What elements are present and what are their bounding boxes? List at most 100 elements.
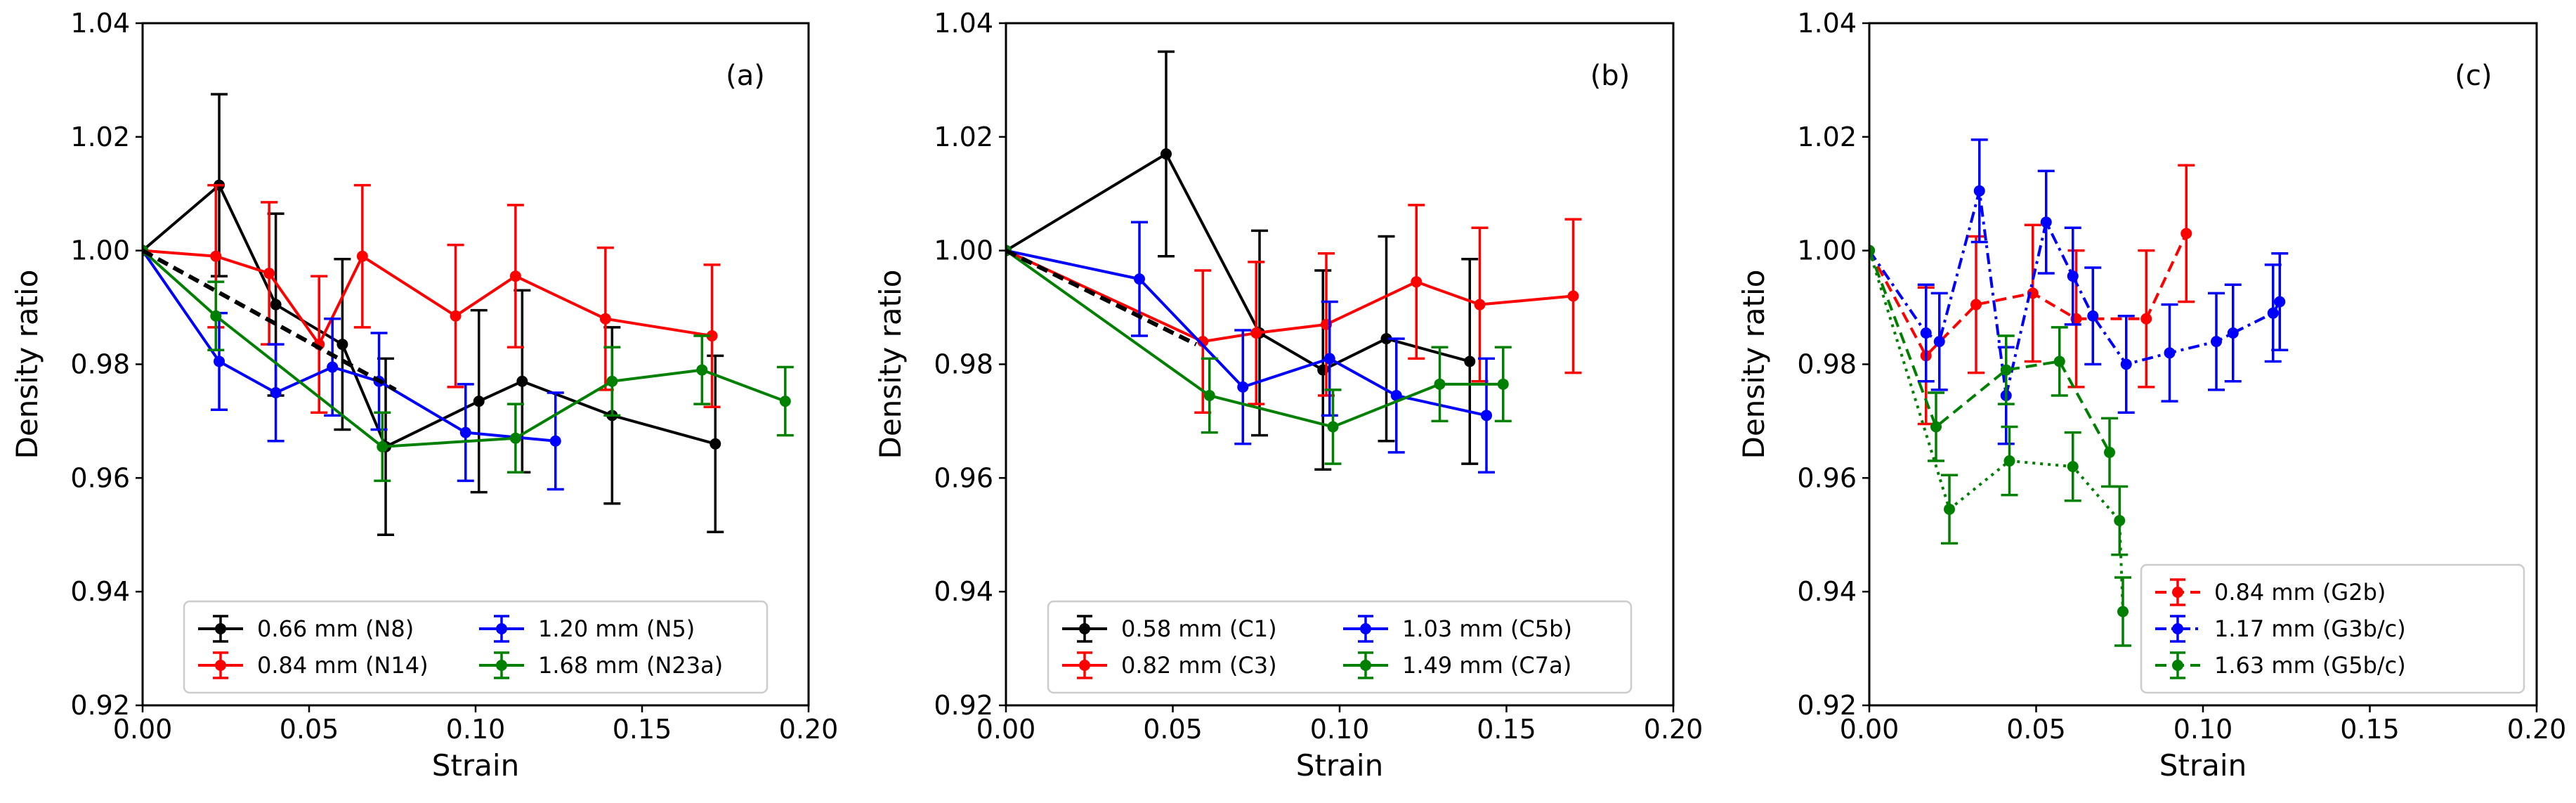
legend-label: 1.68 mm (N23a) <box>538 652 723 679</box>
data-point <box>263 268 275 280</box>
y-axis-label: Density ratio <box>10 270 44 459</box>
data-point <box>2000 364 2012 376</box>
y-tick-label: 1.00 <box>70 235 130 266</box>
x-tick-label: 0.20 <box>2507 714 2567 745</box>
y-tick-label: 0.96 <box>934 462 993 493</box>
chart-panel-2: 0.00 0.05 0.10 0.15 0.20 0.92 0.94 0.96 0.98 1.00… <box>873 8 1703 783</box>
y-tick-label: 0.92 <box>934 690 993 721</box>
x-axis-label: Strain <box>432 748 519 783</box>
y-tick-label: 0.98 <box>1797 349 1857 380</box>
series-4 <box>143 244 794 483</box>
legend-label: 1.63 mm (G5b/c) <box>2214 652 2406 679</box>
legend-item: 0.66 mm (N8) <box>198 615 414 643</box>
data-point <box>2211 336 2222 348</box>
legend-marker <box>2172 623 2183 634</box>
data-point <box>1930 421 1942 433</box>
x-tick-label: 0.15 <box>2340 714 2400 745</box>
panel-tag: (c) <box>2454 60 2492 92</box>
legend-marker <box>496 660 507 671</box>
data-point <box>606 375 618 387</box>
data-point <box>356 250 368 262</box>
data-point <box>210 250 222 262</box>
series-5 <box>143 249 397 392</box>
data-point <box>1411 276 1423 288</box>
x-tick-label: 0.05 <box>1143 714 1203 745</box>
y-tick-label: 1.02 <box>70 122 130 152</box>
y-tick-label: 0.94 <box>1797 576 1857 607</box>
series-4 <box>1006 244 1512 465</box>
legend-marker <box>2172 660 2183 671</box>
data-point <box>1920 327 1932 339</box>
series-3 <box>1869 244 2118 488</box>
data-point <box>2067 270 2079 282</box>
data-point <box>1933 336 1945 348</box>
data-point <box>1327 421 1339 433</box>
data-point <box>2067 461 2079 473</box>
data-point <box>710 438 721 450</box>
legend-box <box>1047 600 1633 694</box>
x-tick-label: 0.05 <box>280 714 339 745</box>
legend-label: 0.82 mm (C3) <box>1121 652 1277 679</box>
data-point <box>599 313 611 325</box>
legend-item: 0.82 mm (C3) <box>1062 651 1277 679</box>
y-tick-label: 0.94 <box>70 576 130 607</box>
data-point <box>516 375 528 387</box>
chart-panel-3: 0.00 0.05 0.10 0.15 0.20 0.92 0.94 0.96 0.98 1.00… <box>1737 8 2566 783</box>
legend-item: 0.84 mm (G2b) <box>2155 578 2386 606</box>
data-point <box>509 432 521 444</box>
panel-tag: (b) <box>1590 60 1630 92</box>
data-point <box>450 310 462 322</box>
data-point <box>2053 355 2065 367</box>
data-point <box>327 361 339 373</box>
series-3 <box>1006 221 1495 474</box>
x-axis-label: Strain <box>2159 748 2247 783</box>
data-point <box>1970 299 1982 311</box>
data-point <box>1390 390 1402 402</box>
x-tick-label: 0.00 <box>976 714 1036 745</box>
y-tick-label: 1.02 <box>1797 122 1857 152</box>
plot-frame <box>1868 22 2538 707</box>
series-1 <box>1006 50 1479 471</box>
x-tick-label: 0.05 <box>2006 714 2066 745</box>
x-tick-label: 0.10 <box>1310 714 1370 745</box>
data-point <box>696 364 708 376</box>
series-line <box>1869 250 2124 612</box>
plot-frame <box>141 22 810 707</box>
y-tick-label: 0.98 <box>934 349 993 380</box>
series-line <box>1006 249 1574 344</box>
data-point <box>377 440 388 452</box>
data-point <box>2087 310 2099 322</box>
x-tick-label: 0.00 <box>113 714 173 745</box>
legend-marker <box>496 623 507 634</box>
data-point <box>2267 307 2279 319</box>
data-point <box>1944 503 1955 515</box>
data-point <box>1464 355 1476 367</box>
legend: 0.58 mm (C1) 0.82 mm (C3) 1.03 mm (C5b) 1.4… <box>1047 600 1633 694</box>
legend-item: 1.03 mm (C5b) <box>1343 615 1572 643</box>
legend-item: 1.17 mm (G3b/c) <box>2155 615 2406 643</box>
data-point <box>2040 216 2052 228</box>
y-tick-label: 0.94 <box>934 576 993 607</box>
y-axis-label: Density ratio <box>873 270 908 459</box>
x-tick-label: 0.00 <box>1840 714 1900 745</box>
series-2 <box>1869 138 2289 445</box>
y-tick-label: 1.00 <box>1797 235 1857 266</box>
data-point <box>1197 336 1209 348</box>
data-point <box>706 330 718 342</box>
data-point <box>1973 185 1985 197</box>
series-5 <box>1006 248 1198 346</box>
y-tick-label: 1.04 <box>70 8 130 39</box>
data-point <box>2274 296 2286 308</box>
legend-item: 0.58 mm (C1) <box>1062 615 1277 643</box>
data-point <box>1250 327 1262 339</box>
series-1 <box>143 93 724 536</box>
y-tick-label: 0.96 <box>1797 462 1857 493</box>
legend-box <box>183 600 769 694</box>
data-point <box>2181 228 2192 240</box>
y-tick-label: 1.02 <box>934 122 993 152</box>
series-4 <box>1869 244 2131 647</box>
data-point <box>1434 378 1446 390</box>
data-point <box>779 396 791 407</box>
data-point <box>1160 148 1172 160</box>
